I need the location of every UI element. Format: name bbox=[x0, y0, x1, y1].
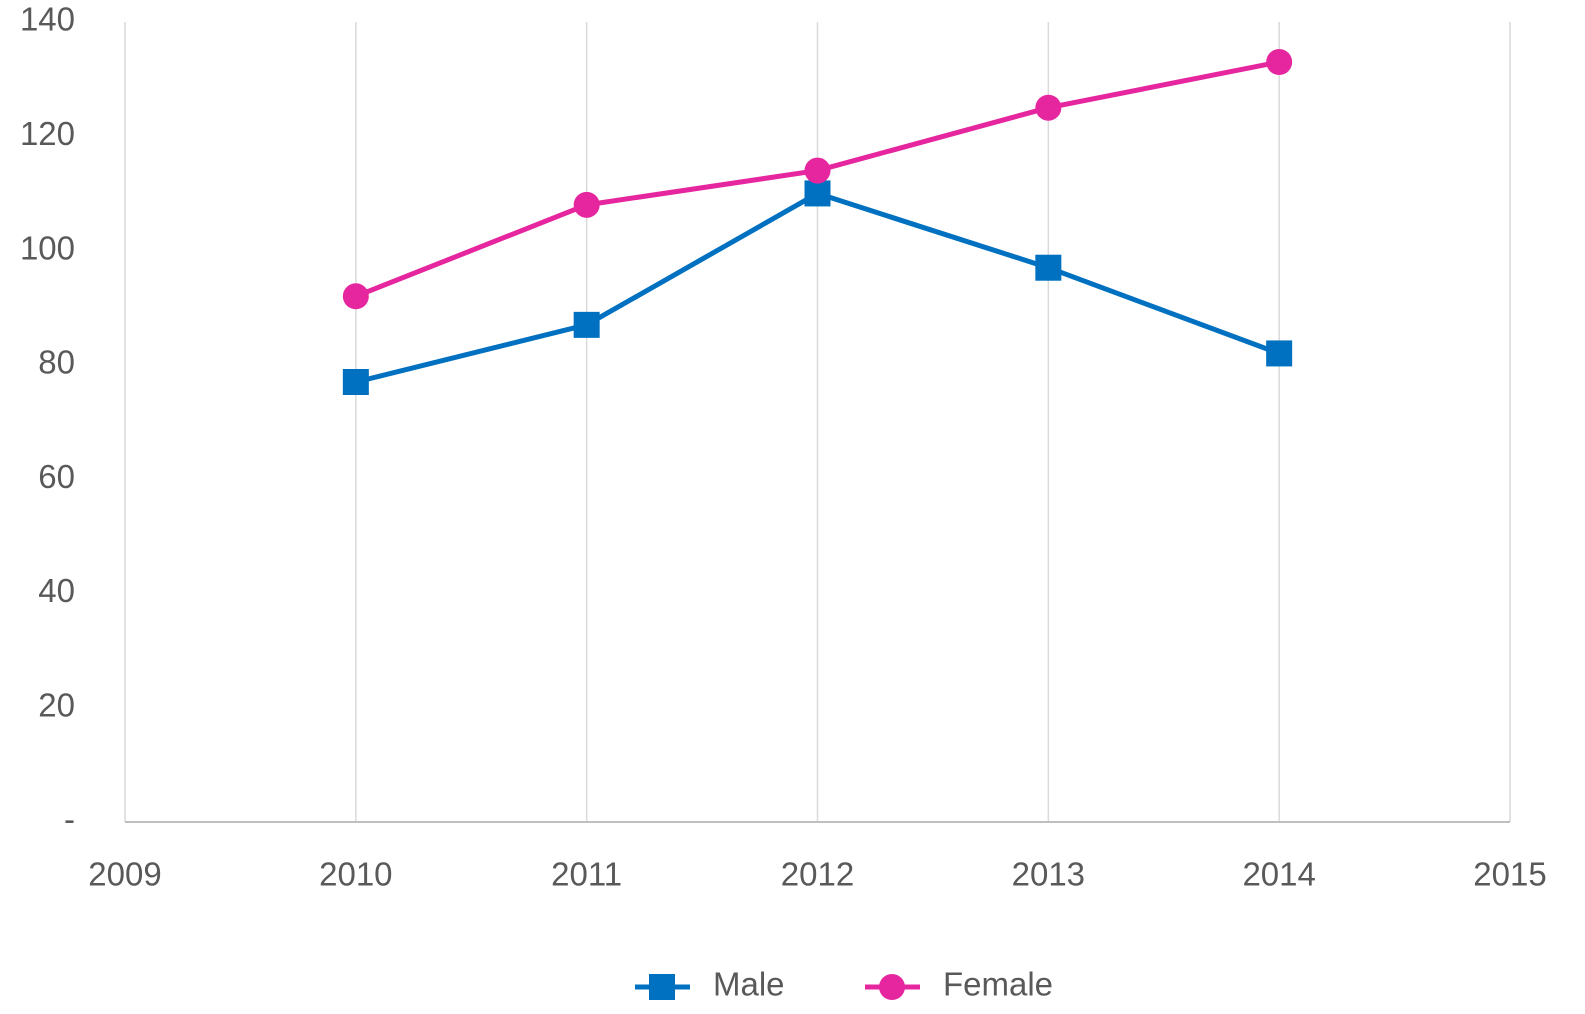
x-tick-label: 2015 bbox=[1473, 856, 1546, 893]
x-tick-label: 2010 bbox=[319, 856, 392, 893]
y-tick-label: 100 bbox=[20, 229, 75, 266]
y-tick-label: - bbox=[64, 801, 75, 838]
data-point bbox=[1266, 340, 1293, 367]
x-tick-label: 2012 bbox=[781, 856, 854, 893]
x-tick-label: 2009 bbox=[88, 856, 161, 893]
data-point bbox=[1035, 254, 1062, 281]
legend-label: Male bbox=[713, 966, 785, 1003]
data-point bbox=[804, 157, 831, 184]
data-point bbox=[573, 311, 600, 338]
x-tick-label: 2014 bbox=[1242, 856, 1315, 893]
data-point bbox=[804, 180, 831, 207]
y-tick-label: 60 bbox=[38, 458, 75, 495]
y-tick-label: 80 bbox=[38, 344, 75, 381]
legend-marker bbox=[879, 974, 905, 1000]
legend-marker bbox=[649, 974, 675, 1000]
data-point bbox=[1035, 94, 1062, 121]
y-tick-label: 140 bbox=[20, 1, 75, 38]
data-point bbox=[342, 283, 369, 310]
y-tick-label: 120 bbox=[20, 115, 75, 152]
x-tick-label: 2011 bbox=[551, 856, 622, 893]
legend-label: Female bbox=[943, 966, 1053, 1003]
data-point bbox=[342, 369, 369, 395]
data-point bbox=[573, 191, 600, 218]
y-tick-label: 20 bbox=[38, 686, 75, 723]
y-tick-label: 40 bbox=[38, 572, 75, 609]
data-point bbox=[1266, 49, 1293, 75]
x-tick-label: 2013 bbox=[1012, 856, 1085, 893]
